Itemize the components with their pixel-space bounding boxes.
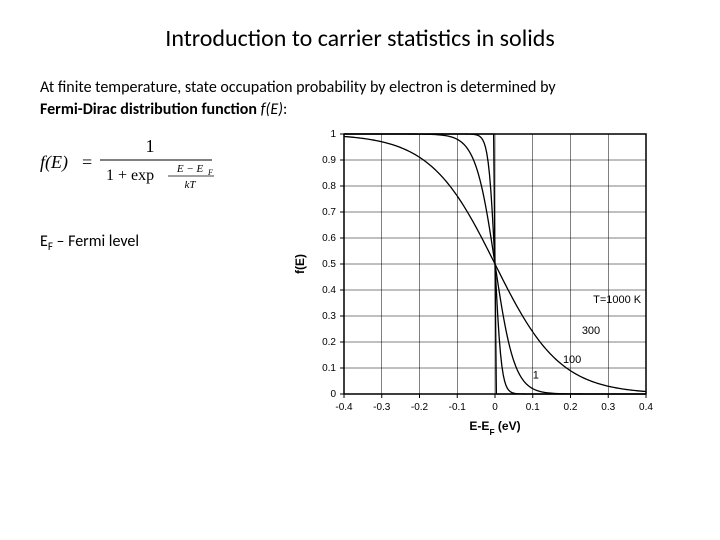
svg-text:E-EF (eV): E-EF (eV) (469, 419, 520, 437)
svg-text:T=1000 K: T=1000 K (593, 294, 642, 306)
svg-text:-0.2: -0.2 (411, 402, 429, 413)
svg-text:0.2: 0.2 (564, 402, 578, 413)
formula-num: 1 (146, 136, 155, 156)
intro-fn: f(E) (261, 100, 283, 119)
svg-text:-0.1: -0.1 (449, 402, 467, 413)
svg-text:300: 300 (582, 325, 600, 337)
svg-text:0.3: 0.3 (601, 402, 615, 413)
formula-exp-num: E − E (176, 163, 204, 175)
fermi-level-note: EF – Fermi level (40, 232, 270, 253)
intro-b: Fermi-Dirac distribution function (40, 100, 261, 119)
svg-text:1: 1 (330, 129, 336, 140)
svg-text:0.6: 0.6 (322, 233, 336, 244)
svg-text:0.1: 0.1 (526, 402, 540, 413)
svg-text:0: 0 (492, 402, 498, 413)
svg-text:100: 100 (563, 354, 581, 366)
svg-text:1: 1 (533, 370, 539, 382)
formula-exp-den: kT (185, 179, 197, 191)
svg-text:0.8: 0.8 (322, 181, 336, 192)
svg-text:0.7: 0.7 (322, 207, 336, 218)
fermi-dirac-chart: -0.4 -0.3 -0.2 -0.1 0 0.1 0.2 0.3 0.4 0 0.1 0.2 0.3 0… (290, 128, 680, 443)
svg-text:0.2: 0.2 (322, 337, 336, 348)
svg-text:f(E): f(E) (293, 254, 307, 274)
slide-title: Introduction to carrier statistics in so… (40, 24, 680, 53)
intro-c: : (283, 100, 287, 119)
intro-text: At finite temperature, state occupation … (40, 77, 680, 120)
formula-lhs: f(E) (40, 152, 68, 173)
formula-den-a: 1 + exp (106, 167, 154, 184)
svg-text:0.9: 0.9 (322, 155, 336, 166)
formula-eq: = (82, 152, 92, 172)
svg-text:0.4: 0.4 (639, 402, 653, 413)
fermi-a: E (40, 232, 48, 251)
svg-text:0: 0 (330, 389, 336, 400)
svg-text:0.3: 0.3 (322, 311, 336, 322)
intro-a: At finite temperature, state occupation … (40, 78, 556, 97)
formula: f(E) = 1 1 + exp E − E F kT (40, 134, 270, 192)
svg-text:0.1: 0.1 (322, 363, 336, 374)
svg-text:-0.4: -0.4 (335, 402, 353, 413)
svg-text:0.4: 0.4 (322, 285, 336, 296)
svg-text:-0.3: -0.3 (373, 402, 391, 413)
chart-svg: -0.4 -0.3 -0.2 -0.1 0 0.1 0.2 0.3 0.4 0 0.1 0.2 0.3 0… (290, 128, 660, 438)
svg-text:0.5: 0.5 (322, 259, 336, 270)
fermi-b: – Fermi level (53, 232, 139, 251)
